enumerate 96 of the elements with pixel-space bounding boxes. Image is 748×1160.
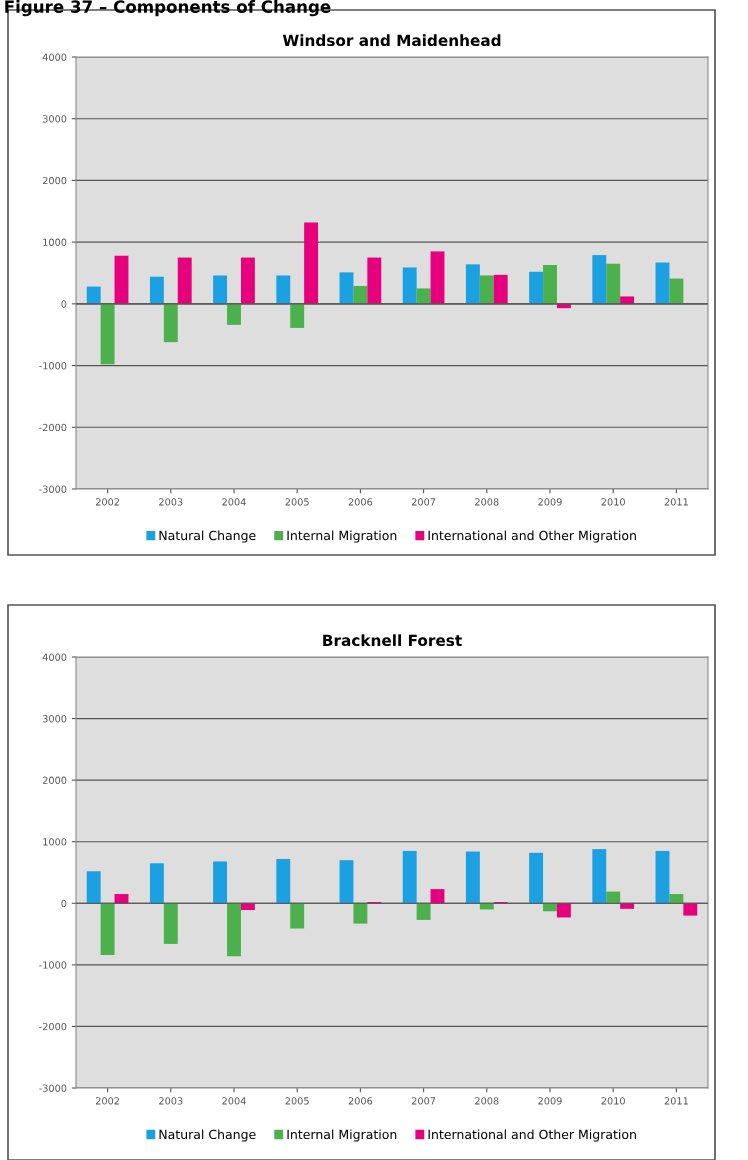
bar [227,903,241,957]
x-tick-label: 2003 [159,498,183,506]
y-tick-label: -3000 [39,1084,67,1092]
bar [114,255,129,304]
x-tick-label: 2008 [475,1097,499,1105]
bar [240,257,255,304]
legend-label: International and Other Migration [428,530,636,543]
bar [304,222,319,304]
bar [353,903,368,924]
x-tick-label: 2005 [285,498,309,506]
bar [606,891,621,904]
bar [339,860,354,904]
bar [213,861,228,904]
bar [606,263,621,304]
x-tick-label: 2009 [538,1097,562,1105]
chart-title: Bracknell Forest [323,634,462,647]
bar [114,894,129,904]
bar [529,852,544,904]
bar [402,850,417,904]
bar [276,858,291,904]
y-tick-label: 0 [61,300,67,308]
bar [655,850,670,904]
y-tick-label: -2000 [39,1022,67,1031]
bar [669,278,684,304]
bar [86,286,101,304]
chart-title: Windsor and Maidenhead [282,34,501,47]
y-tick-label: 4000 [42,53,67,61]
bar [177,257,192,304]
y-tick-label: 2000 [42,176,67,185]
x-tick-label: 2004 [222,1097,246,1105]
bar [149,863,164,904]
x-tick-label: 2009 [538,498,562,506]
x-tick-label: 2006 [348,1097,373,1105]
x-tick-label: 2011 [664,1097,688,1105]
bar [529,271,544,304]
bar [213,275,228,304]
bar [543,264,557,304]
y-tick-label: 2000 [42,776,67,784]
bar [683,903,698,916]
y-tick-label: 1000 [43,838,67,846]
bar [669,894,684,904]
bar [276,275,291,304]
x-tick-label: 2002 [95,1097,119,1105]
y-tick-label: -1000 [39,362,67,370]
x-tick-label: 2011 [664,498,688,506]
y-tick-label: 3000 [42,715,67,723]
x-tick-label: 2010 [601,1097,625,1105]
y-tick-label: -2000 [39,423,67,432]
bar [655,262,670,304]
bar [100,903,115,956]
bar [430,251,445,304]
x-tick-label: 2007 [411,1097,436,1105]
bar [227,303,241,325]
y-tick-label: 0 [61,899,67,908]
bar [416,288,431,304]
bar [149,276,164,304]
bar [416,903,431,920]
x-tick-label: 2005 [285,1097,309,1105]
bar [479,275,494,304]
bar [556,903,571,918]
y-tick-label: 4000 [42,653,67,661]
x-tick-label: 2003 [159,1097,183,1105]
x-tick-label: 2006 [348,498,373,506]
legend-label: Natural Change [159,1129,256,1142]
bar [353,285,368,304]
y-tick-label: 1000 [43,238,67,246]
legend-label: Internal Migration [287,1129,397,1142]
caption: Figure 37 – Components of Change [5,0,331,17]
bar [402,267,417,304]
bar [493,274,508,304]
bar [100,303,115,365]
x-tick-label: 2004 [222,498,246,506]
y-tick-label: -1000 [39,961,67,969]
bar [163,303,178,343]
legend-label: Internal Migration [287,530,397,543]
y-tick-label: 3000 [42,115,67,123]
bar [290,303,305,328]
bar [592,849,607,904]
legend-label: International and Other Migration [428,1129,636,1142]
bar [430,889,445,904]
bar [465,851,480,904]
x-tick-label: 2010 [601,498,625,506]
x-tick-label: 2002 [95,498,119,506]
bar [163,903,178,944]
x-tick-label: 2008 [475,498,499,506]
bar [290,903,305,929]
bar [465,264,480,304]
bar [367,257,382,304]
bar [339,272,354,304]
y-tick-label: -3000 [39,485,67,493]
x-tick-label: 2007 [411,498,436,506]
bar [592,255,607,304]
legend-label: Natural Change [159,530,256,543]
bar [86,871,101,904]
bar [620,296,635,304]
bar [620,903,635,909]
